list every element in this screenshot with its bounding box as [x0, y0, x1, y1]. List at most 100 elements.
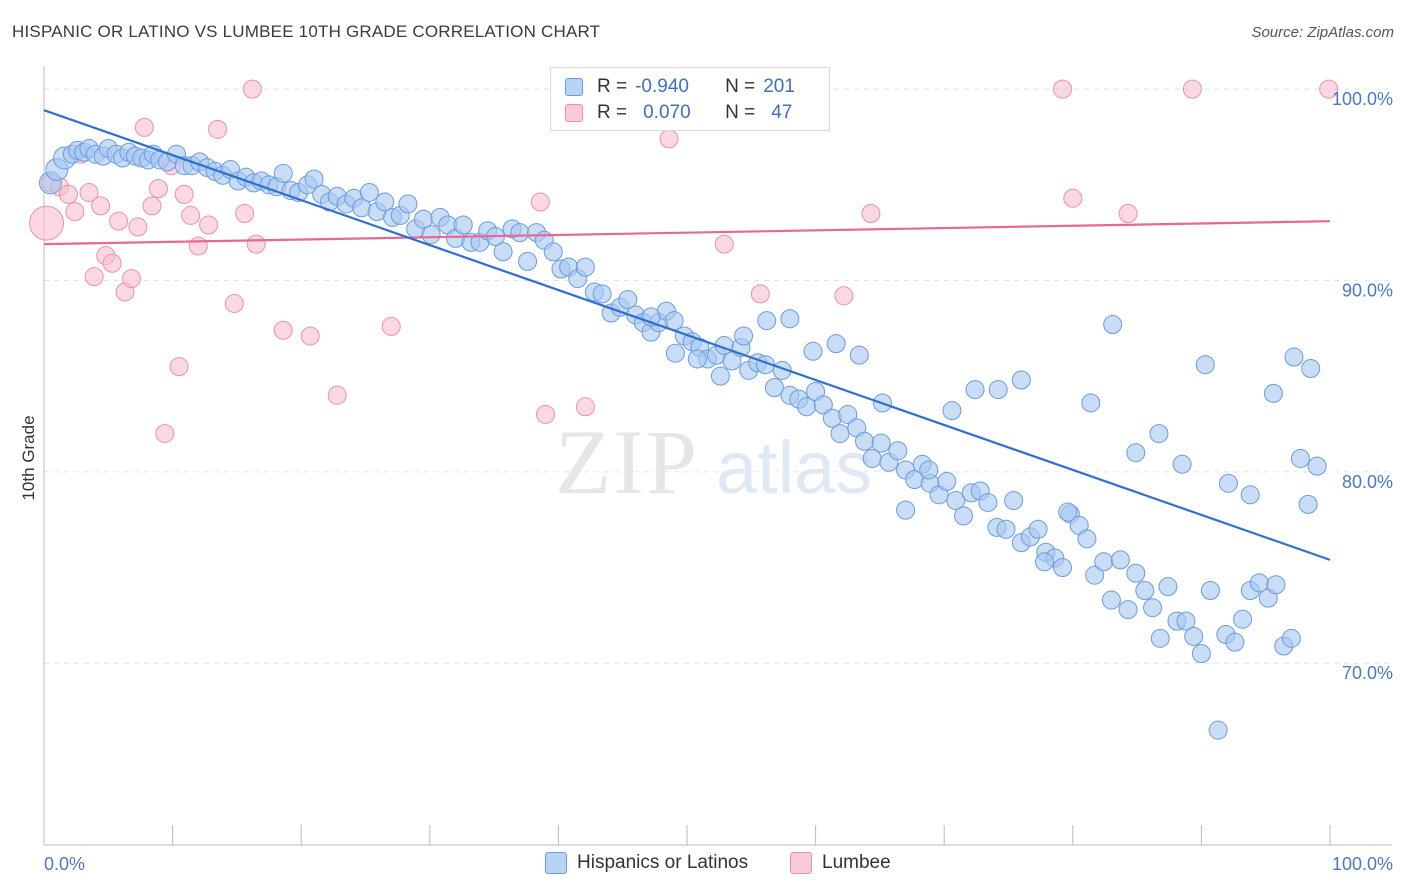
- svg-text:atlas: atlas: [716, 426, 872, 509]
- x-tick-label-max: 100.0%: [1332, 854, 1393, 874]
- hispanic-point: [687, 349, 707, 369]
- hispanic-point: [665, 343, 685, 363]
- hispanic-point: [996, 519, 1016, 539]
- lumbee-point: [109, 211, 129, 231]
- legend-row-hispanic: R = -0.940 N = 201: [565, 74, 795, 100]
- x-tick-label-min: 0.0%: [44, 854, 85, 874]
- hispanic-point: [575, 257, 595, 277]
- r-label: R =: [597, 76, 628, 97]
- watermark: ZIP atlas: [555, 411, 872, 513]
- lumbee-point: [861, 204, 881, 224]
- hispanic-point: [896, 500, 916, 520]
- y-tick-label: 70.0%: [1342, 663, 1393, 683]
- hispanic-point: [664, 311, 684, 331]
- hispanic-point: [1135, 580, 1155, 600]
- hispanic-point: [937, 471, 957, 491]
- hispanic-point: [493, 242, 513, 262]
- lumbee-point: [224, 293, 244, 313]
- hispanic-point: [1195, 355, 1215, 375]
- hispanic-point: [1058, 502, 1078, 522]
- hispanic-point: [421, 225, 441, 245]
- lumbee-point: [65, 202, 85, 222]
- legend-item-lumbee: Lumbee: [790, 852, 891, 874]
- legend-label-hispanic: Hispanics or Latinos: [577, 852, 749, 873]
- hispanic-point: [1126, 443, 1146, 463]
- n-label: N =: [725, 76, 756, 97]
- hispanic-point: [1290, 448, 1310, 468]
- lumbee-point: [128, 217, 148, 237]
- hispanic-point: [1158, 577, 1178, 597]
- lumbee-point: [142, 196, 162, 216]
- lumbee-point: [208, 119, 228, 139]
- hispanic-point: [780, 309, 800, 329]
- hispanic-point: [1225, 632, 1245, 652]
- hispanic-swatch: [565, 78, 583, 96]
- hispanic-point: [618, 290, 638, 310]
- hispanic-point: [978, 492, 998, 512]
- lumbee-point: [181, 205, 201, 225]
- y-tick-label: 90.0%: [1342, 280, 1393, 300]
- lumbee-point: [381, 316, 401, 336]
- hispanic-point: [1103, 315, 1123, 335]
- y-tick-label: 80.0%: [1342, 472, 1393, 492]
- hispanic-point: [1011, 370, 1031, 390]
- lumbee-point: [714, 234, 734, 254]
- hispanic-point: [1118, 600, 1138, 620]
- hispanic-point: [1094, 552, 1114, 572]
- hispanic-point: [1233, 609, 1253, 629]
- hispanic-point: [453, 215, 473, 235]
- lumbee-trend-line: [43, 220, 1331, 246]
- hispanic-point: [1218, 473, 1238, 493]
- hispanic-point: [273, 163, 293, 183]
- lumbee-point: [169, 357, 189, 377]
- axes: [43, 66, 1392, 846]
- hispanic-legend-swatch: [545, 852, 567, 874]
- r-label: R =: [597, 102, 628, 123]
- hispanic-point: [854, 431, 874, 451]
- hispanic-point: [710, 366, 730, 386]
- lumbee-point: [834, 286, 854, 306]
- y-axis-label: 10th Grade: [19, 415, 38, 500]
- lumbee-point: [242, 79, 262, 99]
- hispanic-points: [38, 138, 1327, 740]
- lumbee-points: [29, 79, 1339, 444]
- hispanic-point: [1085, 565, 1105, 585]
- hispanic-point: [592, 284, 612, 304]
- lumbee-point: [91, 196, 111, 216]
- lumbee-point: [246, 234, 266, 254]
- y-tick-labels: 70.0% 80.0% 90.0% 100.0%: [1332, 89, 1393, 683]
- hispanic-point: [1266, 575, 1286, 595]
- lumbee-point: [1118, 204, 1138, 224]
- hispanic-point: [1281, 628, 1301, 648]
- hispanic-point: [888, 441, 908, 461]
- n-value: 201: [763, 76, 795, 97]
- hispanic-point: [734, 326, 754, 346]
- hispanic-point: [1191, 644, 1211, 664]
- hispanic-point: [1150, 628, 1170, 648]
- hispanic-point: [304, 169, 324, 189]
- correlation-legend: R = -0.940 N = 201 R = 0.070 N = 47: [550, 67, 830, 131]
- lumbee-point: [327, 385, 347, 405]
- hispanic-point: [1053, 558, 1073, 578]
- hispanic-point: [1110, 550, 1130, 570]
- lumbee-legend-swatch: [790, 852, 812, 874]
- lumbee-point: [235, 204, 255, 224]
- legend-row-lumbee: R = 0.070 N = 47: [565, 100, 792, 126]
- hispanic-point: [1200, 580, 1220, 600]
- hispanic-point: [1035, 552, 1055, 572]
- x-tick-labels: 0.0% 100.0%: [44, 854, 1393, 874]
- lumbee-point: [750, 284, 770, 304]
- lumbee-point: [188, 236, 208, 256]
- lumbee-point: [530, 192, 550, 212]
- hispanic-point: [1298, 494, 1318, 514]
- hispanic-point: [1301, 359, 1321, 379]
- hispanic-point: [1184, 626, 1204, 646]
- hispanic-point: [1126, 563, 1146, 583]
- hispanic-point: [1081, 393, 1101, 413]
- hispanic-point: [510, 223, 530, 243]
- hispanic-point: [1208, 720, 1228, 740]
- hispanic-point: [1004, 491, 1024, 511]
- lumbee-point: [134, 117, 154, 137]
- r-value: 0.070: [643, 102, 691, 123]
- hispanic-point: [398, 194, 418, 214]
